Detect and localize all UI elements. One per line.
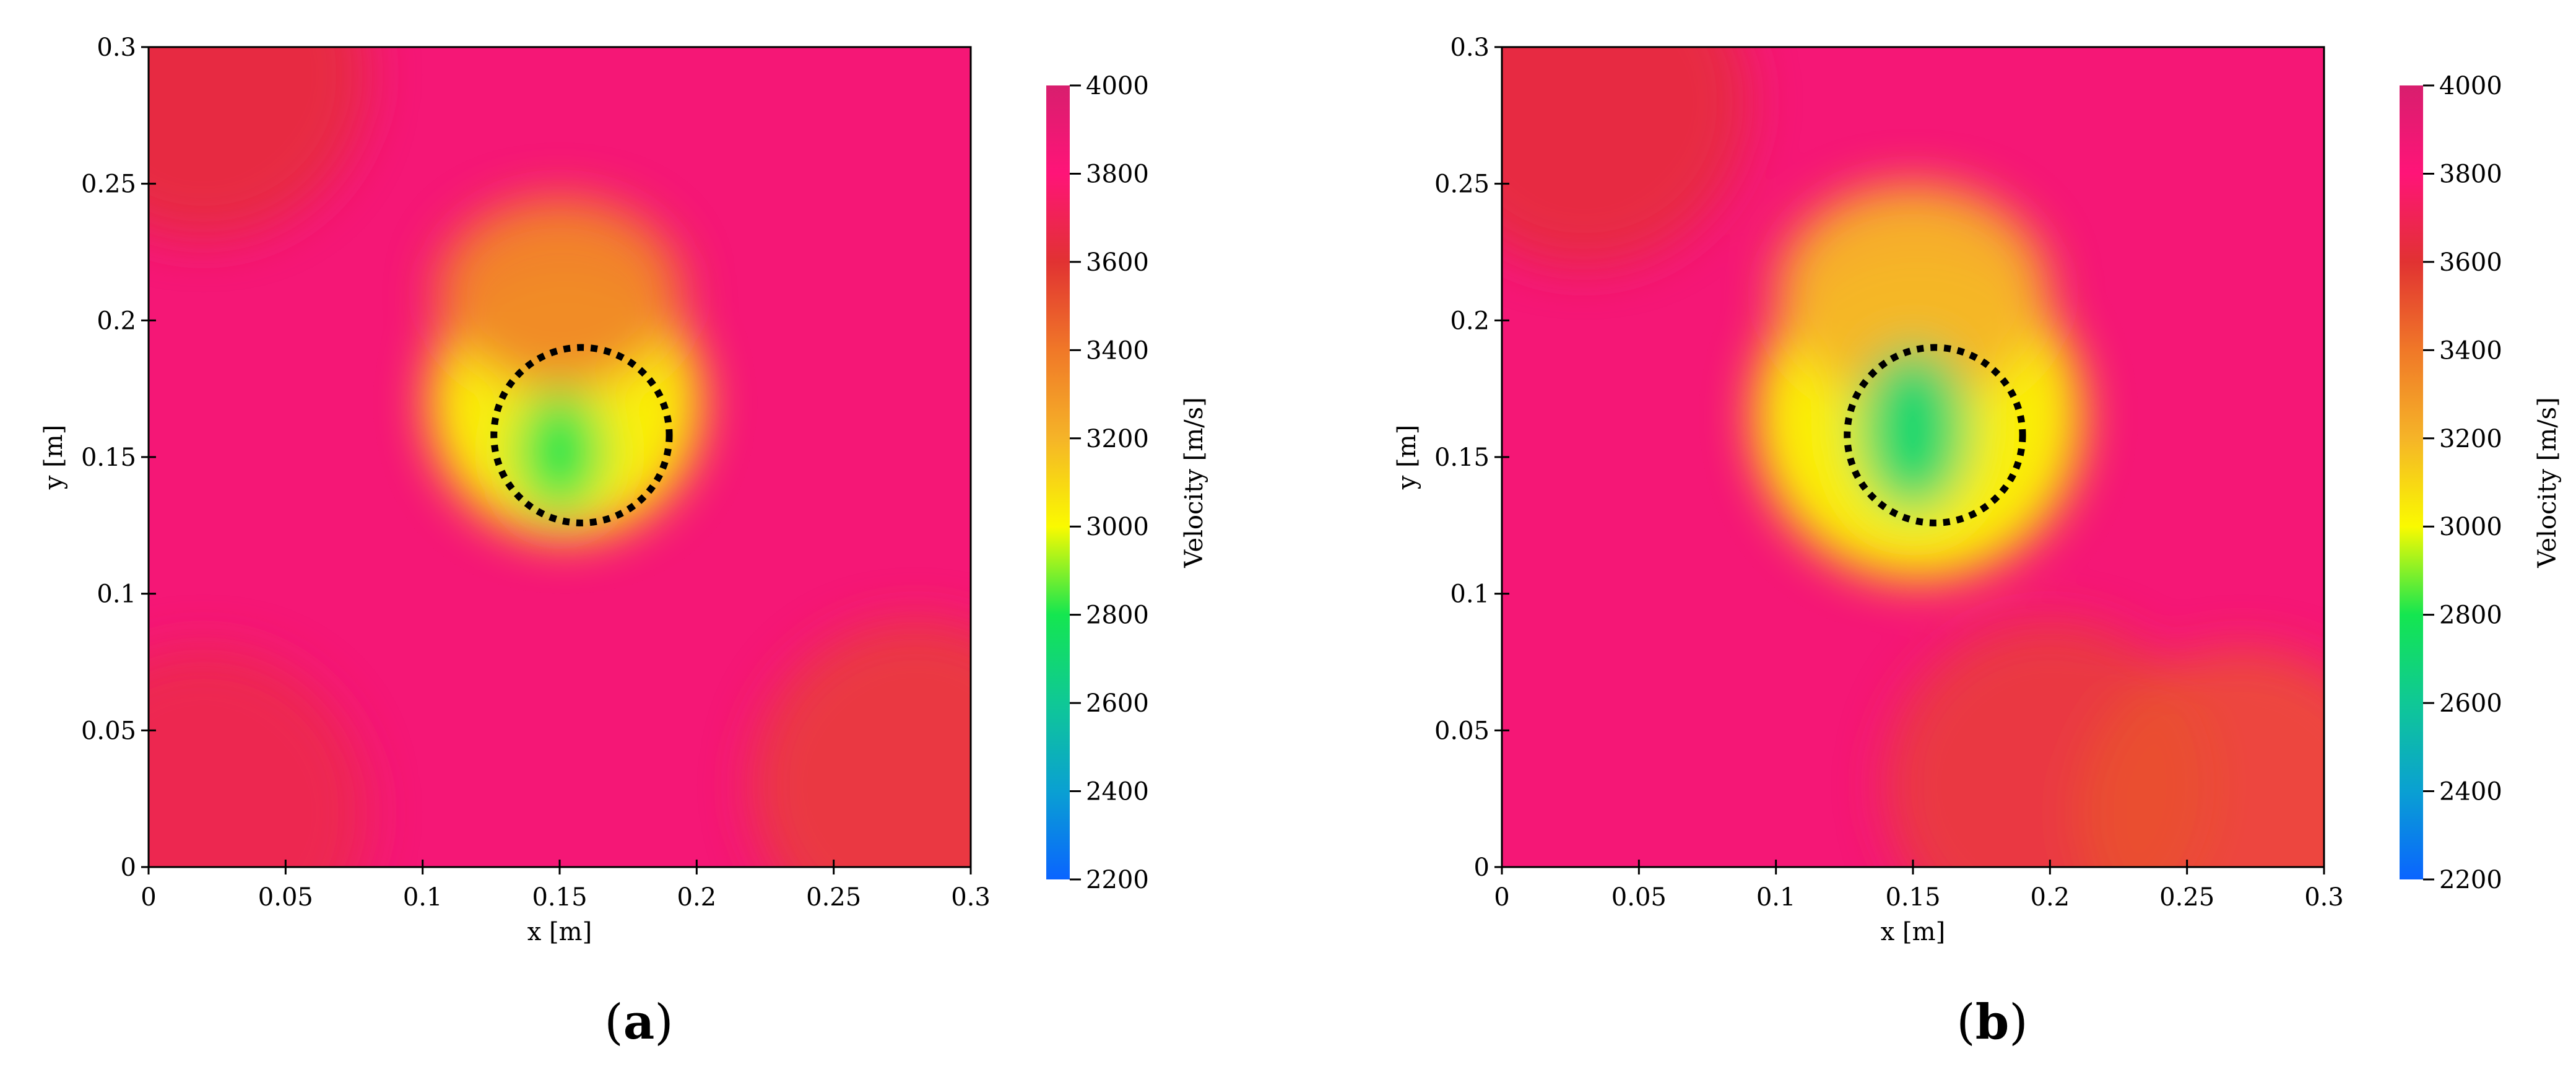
velocity-anomaly-b-1 <box>1776 183 2050 403</box>
colorbar-tick-label: 3800 <box>1086 160 1149 188</box>
velocity-anomaly-a-2 <box>516 391 604 512</box>
colorbar-tick-label: 3600 <box>1086 248 1149 277</box>
panel-b: 0 0.05 0.1 0.15 0.2 0.25 0.3 0 0.05 0.1 0.15 0.2 0.… <box>1393 33 2562 946</box>
colorbar-tick-label: 3600 <box>2439 248 2502 277</box>
colorbar-tick-label: 2200 <box>2439 866 2502 894</box>
caption-letter-a: a <box>623 994 655 1050</box>
y-tick-label: 0 <box>121 853 136 882</box>
y-axis-label-a: y [m] <box>40 425 68 490</box>
y-tick-label: 0.15 <box>1434 443 1490 472</box>
x-tick-label: 0.25 <box>806 883 861 912</box>
x-tick-label: 0.05 <box>1611 883 1667 912</box>
y-tick-label: 0.3 <box>97 33 136 62</box>
velocity-region-b-0 <box>1502 47 1749 266</box>
colorbar-tick-label: 4000 <box>2439 72 2502 100</box>
colorbar-tick-label: 3200 <box>2439 425 2502 453</box>
x-tick-label: 0.15 <box>532 883 587 912</box>
x-tick-label: 0.3 <box>951 883 991 912</box>
x-axis-a: 0 0.05 0.1 0.15 0.2 0.25 0.3 <box>141 860 991 912</box>
y-tick-label: 0.3 <box>1450 33 1490 62</box>
x-axis-b: 0 0.05 0.1 0.15 0.2 0.25 0.3 <box>1494 860 2344 912</box>
caption-letter-b: b <box>1975 994 2010 1050</box>
y-tick-label: 0.05 <box>1434 717 1490 745</box>
x-tick-label: 0.2 <box>2031 883 2070 912</box>
x-tick-label: 0.05 <box>258 883 313 912</box>
y-tick-label: 0 <box>1474 853 1490 882</box>
colorbar-tick-label: 3400 <box>2439 336 2502 365</box>
colorbar-ticks-a: 2200 2400 2600 2800 3000 3200 3400 3600 3800 4000 <box>1070 72 1149 894</box>
velocity-region-a-1 <box>751 621 971 867</box>
colorbar-tick-label: 3200 <box>1086 425 1149 453</box>
colorbar-tick-label: 2800 <box>1086 601 1149 630</box>
colorbar-tick-label: 2200 <box>1086 866 1149 894</box>
x-axis-label-a: x [m] <box>527 918 592 946</box>
y-tick-label: 0.25 <box>81 170 136 199</box>
x-tick-label: 0.1 <box>403 883 443 912</box>
colorbar-tick-label: 2800 <box>2439 601 2502 630</box>
inclusion-circle <box>490 344 673 526</box>
subfigure-caption-a: (a) <box>604 994 674 1050</box>
colorbar-tick-label: 3400 <box>1086 336 1149 365</box>
colorbar-label-b: Velocity [m/s] <box>2533 397 2562 569</box>
velocity-region-a-0 <box>149 47 368 238</box>
y-tick-label: 0.15 <box>81 443 136 472</box>
y-tick-label: 0.1 <box>1450 580 1490 609</box>
velocity-region-b-2 <box>2077 648 2324 867</box>
heatmap-a <box>149 47 971 867</box>
y-tick-label: 0.25 <box>1434 170 1490 199</box>
y-axis-label-b: y [m] <box>1393 425 1421 490</box>
x-tick-label: 0 <box>141 883 156 912</box>
velocity-anomaly-b-2 <box>1858 347 1968 512</box>
colorbar-tick-label: 2400 <box>2439 778 2502 806</box>
x-tick-label: 0 <box>1494 883 1509 912</box>
inclusion-outline-b <box>1844 344 2026 526</box>
heatmap-b <box>1502 47 2324 867</box>
y-tick-label: 0.05 <box>81 717 136 745</box>
colorbar-a <box>1046 85 1070 879</box>
colorbar-b <box>2400 85 2423 879</box>
inclusion-outline-a <box>490 344 673 526</box>
velocity-region-a-2 <box>149 648 368 867</box>
inclusion-circle <box>1844 344 2026 526</box>
subfigure-caption-b: (b) <box>1956 994 2028 1050</box>
panel-a: 0 0.05 0.1 0.15 0.2 0.25 0.3 0 0.05 0.1 0.15 0.2 0.… <box>40 33 1208 946</box>
y-tick-label: 0.2 <box>1450 307 1490 335</box>
y-axis-a: 0 0.05 0.1 0.15 0.2 0.25 0.3 <box>81 33 156 882</box>
x-tick-label: 0.25 <box>2159 883 2214 912</box>
colorbar-ticks-b: 2200 2400 2600 2800 3000 3200 3400 3600 3800 4000 <box>2423 72 2502 894</box>
colorbar-tick-label: 3800 <box>2439 160 2502 188</box>
x-tick-label: 0.1 <box>1756 883 1796 912</box>
y-tick-label: 0.1 <box>97 580 136 609</box>
x-tick-label: 0.2 <box>677 883 717 912</box>
colorbar-tick-label: 3000 <box>1086 513 1149 541</box>
x-axis-label-b: x [m] <box>1881 918 1945 946</box>
colorbar-tick-label: 2400 <box>1086 778 1149 806</box>
y-axis-b: 0 0.05 0.1 0.15 0.2 0.25 0.3 <box>1434 33 1509 882</box>
colorbar-tick-label: 2600 <box>1086 689 1149 718</box>
x-tick-label: 0.15 <box>1885 883 1940 912</box>
colorbar-tick-label: 2600 <box>2439 689 2502 718</box>
colorbar-tick-label: 4000 <box>1086 72 1149 100</box>
y-tick-label: 0.2 <box>97 307 136 335</box>
colorbar-label-a: Velocity [m/s] <box>1180 397 1208 569</box>
velocity-anomaly-a-1 <box>436 197 683 389</box>
x-tick-label: 0.3 <box>2304 883 2344 912</box>
colorbar-tick-label: 3000 <box>2439 513 2502 541</box>
